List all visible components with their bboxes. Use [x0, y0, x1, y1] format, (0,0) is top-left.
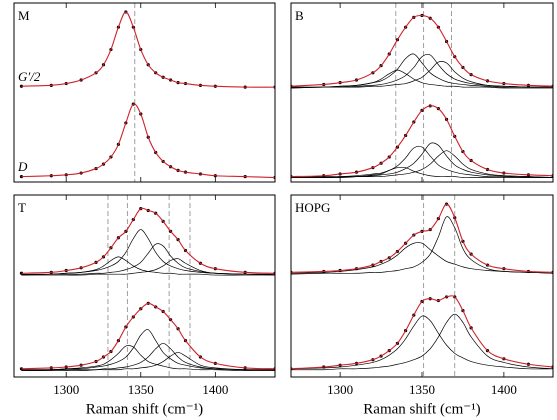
component-curve — [291, 145, 553, 178]
fit-curve — [21, 103, 275, 179]
component-curve — [291, 61, 553, 89]
component-curve — [21, 345, 275, 372]
fit-curve — [291, 105, 553, 178]
x-tick-label: 1350 — [128, 382, 154, 397]
panel-label: M — [18, 8, 30, 23]
component-curve — [291, 216, 553, 275]
data-point — [19, 175, 24, 179]
panel-frame — [13, 2, 276, 183]
component-curve — [291, 142, 553, 178]
component-curve — [21, 352, 275, 372]
component-curve — [291, 242, 553, 274]
component-curve — [21, 256, 275, 276]
component-curve — [21, 329, 275, 371]
fit-curve — [21, 302, 275, 370]
panel-frame — [290, 194, 554, 378]
component-curve — [21, 229, 275, 275]
component-curve — [291, 313, 553, 371]
plot-area — [19, 195, 275, 377]
component-curve — [291, 53, 553, 88]
data-point — [19, 84, 24, 88]
x-tick-label: 1400 — [491, 382, 517, 397]
panel-label: B — [295, 8, 304, 23]
component-curve — [21, 258, 275, 276]
panel-frame — [290, 2, 554, 183]
component-curve — [21, 342, 275, 371]
fit-curve — [291, 295, 553, 370]
panel-label: HOPG — [295, 200, 330, 215]
fit-curve — [291, 14, 553, 87]
fit-curve — [291, 203, 553, 273]
plot-area — [291, 3, 553, 182]
fit-curve — [21, 11, 275, 88]
panel-label: T — [18, 200, 26, 215]
x-tick-label: 1400 — [202, 382, 228, 397]
panel-frame — [13, 194, 276, 378]
data-point — [19, 367, 24, 371]
component-curve — [291, 69, 553, 89]
x-tick-label: 1300 — [327, 382, 353, 397]
component-curve — [291, 315, 553, 370]
x-tick-label: 1300 — [53, 382, 79, 397]
x-axis-label: Raman shift (cm⁻¹) — [86, 401, 203, 417]
fit-curve — [21, 207, 275, 274]
plot-area — [19, 3, 275, 182]
data-point — [19, 271, 24, 275]
spectrum-label: D — [17, 159, 28, 174]
component-curve — [291, 150, 553, 178]
x-tick-label: 1350 — [409, 382, 435, 397]
plot-area — [291, 195, 553, 377]
component-curve — [291, 53, 553, 88]
component-curve — [21, 243, 275, 276]
x-axis-label: Raman shift (cm⁻¹) — [363, 401, 480, 417]
spectrum-label: G′/2 — [18, 69, 41, 84]
